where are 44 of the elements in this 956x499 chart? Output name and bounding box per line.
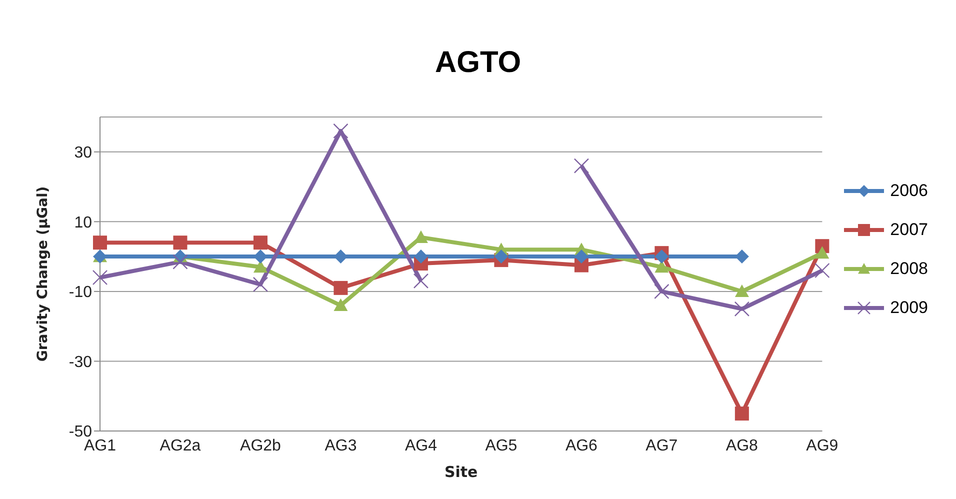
- legend-label: 2009: [890, 297, 928, 319]
- x-tick-label: AG9: [806, 437, 838, 454]
- point: [334, 280, 348, 295]
- x-tick-label: AG3: [324, 437, 357, 454]
- x-tick-label: AG8: [726, 437, 758, 454]
- y-tick-label: -10: [68, 284, 92, 302]
- point: [814, 262, 830, 278]
- point: [494, 250, 508, 264]
- point: [734, 284, 749, 298]
- point: [654, 250, 669, 264]
- point: [654, 260, 669, 273]
- point: [574, 158, 590, 174]
- point: [734, 406, 749, 421]
- x-tick-label: AG2b: [240, 437, 282, 454]
- point: [574, 250, 588, 264]
- point: [413, 273, 429, 289]
- point: [734, 301, 750, 316]
- point: [173, 236, 188, 250]
- y-tick-label: -30: [68, 354, 92, 371]
- point: [253, 260, 268, 273]
- point: [334, 298, 348, 311]
- point: [253, 236, 268, 250]
- point: [92, 270, 108, 286]
- x-tick-label: AG4: [404, 437, 438, 454]
- x-tick-label: AG6: [565, 437, 598, 454]
- y-axis-title: Gravity Change (µGal): [34, 186, 51, 362]
- legend-label: 2007: [890, 219, 928, 241]
- point: [252, 276, 268, 292]
- y-tick-label: 30: [74, 144, 92, 162]
- point: [815, 246, 830, 259]
- point: [93, 236, 107, 250]
- x-tick-label: AG5: [485, 437, 518, 454]
- point: [654, 284, 670, 300]
- legend-label: 2006: [890, 180, 928, 202]
- point: [334, 250, 348, 264]
- point: [333, 123, 348, 139]
- legend-label: 2008: [890, 258, 928, 280]
- x-tick-label: AG7: [646, 437, 678, 454]
- chart-title: AGTO: [434, 46, 522, 80]
- point: [172, 254, 188, 270]
- y-tick-label: 10: [74, 214, 92, 232]
- point: [414, 250, 428, 264]
- x-axis-title: Site: [444, 463, 478, 481]
- x-tick-label: AG2a: [160, 437, 201, 454]
